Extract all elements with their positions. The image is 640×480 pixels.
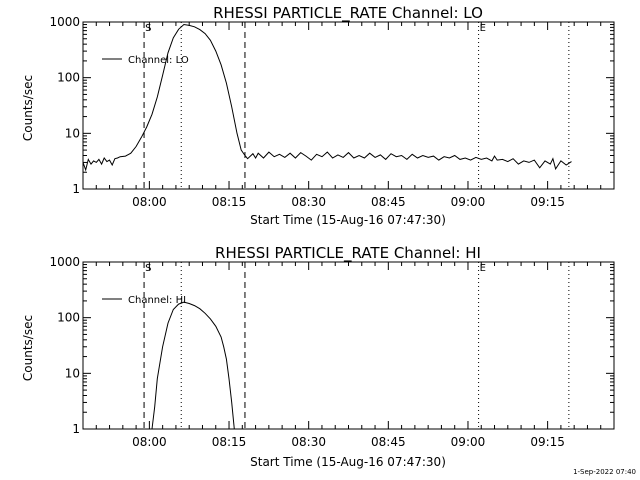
y-axis-label: Counts/sec — [21, 75, 35, 141]
data-series — [82, 23, 572, 172]
series-line — [151, 301, 235, 430]
chart-title: RHESSI PARTICLE_RATE Channel: LO — [213, 4, 483, 23]
x-tick-label: 08:30 — [291, 195, 326, 209]
y-tick-label: 1000 — [49, 255, 80, 269]
y-tick-label: 1 — [72, 422, 80, 436]
axis-ticks: 1 10 100 1000 08:00 08:15 08:30 08:45 09:00 09:15 — [49, 15, 614, 209]
x-tick-label: 09:00 — [451, 435, 486, 449]
x-tick-label: 09:00 — [451, 195, 486, 209]
x-tick-label: 08:00 — [132, 195, 167, 209]
x-axis-label: Start Time (15-Aug-16 07:47:30) — [250, 213, 446, 227]
y-tick-label: 10 — [65, 366, 80, 380]
x-tick-label: 08:45 — [371, 435, 406, 449]
marker-label: E — [480, 23, 486, 34]
plot-frame — [82, 261, 615, 430]
y-tick-label: 100 — [57, 311, 80, 325]
x-tick-label: 09:15 — [530, 435, 565, 449]
chart-title: RHESSI PARTICLE_RATE Channel: HI — [215, 244, 481, 263]
x-tick-label: 08:30 — [291, 435, 326, 449]
y-tick-label: 10 — [65, 126, 80, 140]
x-tick-label: 08:15 — [212, 195, 247, 209]
y-tick-label: 1000 — [49, 15, 80, 29]
y-axis-label: Counts/sec — [21, 315, 35, 381]
legend-label: Channel: HI — [128, 295, 186, 306]
series-line — [82, 23, 572, 172]
marker-label: E — [480, 263, 486, 274]
footer-timestamp: 1-Sep-2022 07:40 — [573, 468, 636, 476]
x-axis-label: Start Time (15-Aug-16 07:47:30) — [250, 455, 446, 469]
axis-ticks: 1 10 100 1000 08:00 08:15 08:30 08:45 09:00 09:15 — [49, 255, 614, 449]
x-tick-label: 08:45 — [371, 195, 406, 209]
x-tick-label: 09:15 — [530, 195, 565, 209]
x-tick-label: 08:00 — [132, 435, 167, 449]
data-series — [151, 301, 235, 430]
legend-label: Channel: LO — [128, 55, 189, 66]
marker-label: S — [145, 263, 151, 274]
x-tick-label: 08:15 — [212, 435, 247, 449]
marker-label: S — [145, 23, 151, 34]
plot-frame — [82, 21, 615, 190]
y-tick-label: 100 — [57, 71, 80, 85]
chart-lo: RHESSI PARTICLE_RATE Channel: LO Counts/… — [21, 4, 615, 227]
chart-hi: RHESSI PARTICLE_RATE Channel: HI Counts/… — [21, 244, 615, 469]
y-tick-label: 1 — [72, 182, 80, 196]
